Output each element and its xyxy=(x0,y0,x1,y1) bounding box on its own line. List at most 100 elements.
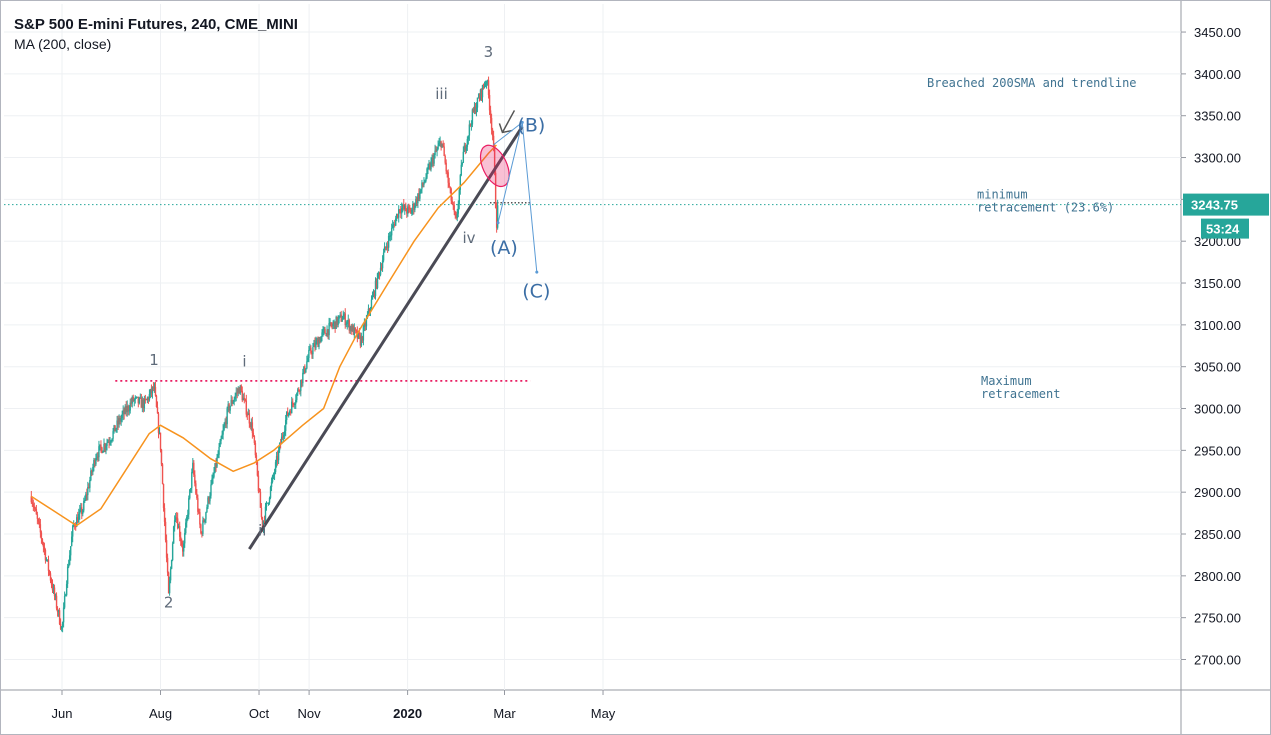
candle-body xyxy=(292,401,294,404)
chart-title: S&P 500 E-mini Futures, 240, CME_MINI xyxy=(14,16,298,33)
candle-body xyxy=(480,89,483,98)
candle-body xyxy=(181,541,183,546)
candle-body xyxy=(38,521,41,525)
candle-body xyxy=(456,213,458,219)
candle-body xyxy=(184,533,186,544)
candle-body xyxy=(163,507,166,522)
candle-body xyxy=(108,441,110,443)
candle-body xyxy=(152,386,155,389)
candle-body xyxy=(132,396,134,402)
candle-body xyxy=(329,322,331,324)
candle-body xyxy=(168,580,171,594)
wave-label: 2 xyxy=(164,594,174,612)
candle-body xyxy=(442,143,444,147)
y-tick-label: 2750.00 xyxy=(1194,611,1241,626)
x-tick-label: Mar xyxy=(493,706,516,721)
candle-body xyxy=(433,155,435,164)
candle-body xyxy=(202,520,204,534)
candle-body xyxy=(313,343,315,347)
y-tick-label: 2950.00 xyxy=(1194,443,1241,458)
y-tick-label: 3150.00 xyxy=(1194,276,1241,291)
candle-body xyxy=(484,83,487,87)
candle-body xyxy=(115,428,117,432)
candle-body xyxy=(471,109,474,125)
candle-body xyxy=(339,314,341,316)
candle-body xyxy=(197,498,199,512)
candle-body xyxy=(402,204,404,209)
candle-body xyxy=(237,388,239,393)
candle-body xyxy=(82,510,84,514)
candle-body xyxy=(42,543,45,547)
candle-body xyxy=(35,509,38,515)
candle-body xyxy=(159,432,162,450)
candle-body xyxy=(426,168,428,178)
candle-body xyxy=(478,97,481,99)
candle-body xyxy=(305,368,307,373)
candle-body xyxy=(379,267,382,275)
x-tick-label: Aug xyxy=(149,706,172,721)
candle-body xyxy=(238,388,240,394)
candle-body xyxy=(224,421,226,426)
candle-body xyxy=(378,272,381,275)
candle-body xyxy=(43,546,46,550)
candle-body xyxy=(221,434,223,439)
candle-body xyxy=(411,209,413,214)
candle-body xyxy=(414,205,416,210)
candle-body xyxy=(309,347,311,350)
candle-body xyxy=(403,204,405,210)
candle-body xyxy=(194,474,196,484)
candle-body xyxy=(348,320,350,331)
current-price-badge xyxy=(1183,193,1269,216)
candle-body xyxy=(410,209,412,214)
candle-body xyxy=(496,205,499,228)
candle-body xyxy=(268,497,271,503)
candle-body xyxy=(177,526,180,529)
candle-body xyxy=(94,460,96,465)
candle-body xyxy=(131,396,133,404)
candle-body xyxy=(196,493,198,499)
candle-body xyxy=(76,517,78,527)
candle-body xyxy=(368,308,371,311)
candle-body xyxy=(332,323,334,327)
candle-body xyxy=(386,246,389,248)
candle-body xyxy=(324,328,326,334)
candle-body xyxy=(171,543,174,561)
candle-body xyxy=(470,124,473,126)
candle-body xyxy=(208,497,210,502)
candle-body xyxy=(303,366,305,373)
candle-body xyxy=(457,204,459,214)
candle-body xyxy=(255,455,258,462)
candle-body xyxy=(270,481,273,488)
candle-body xyxy=(105,445,107,449)
candle-body xyxy=(374,280,377,296)
candle-body xyxy=(322,329,324,333)
candle-body xyxy=(121,414,123,419)
wave-label: ii xyxy=(258,522,266,540)
candle-body xyxy=(486,80,489,83)
candle-body xyxy=(30,496,33,503)
candle-body xyxy=(140,397,143,408)
candle-body xyxy=(468,124,471,136)
y-tick-label: 3100.00 xyxy=(1194,318,1241,333)
candle-body xyxy=(203,520,205,522)
chart-legend: S&P 500 E-mini Futures, 240, CME_MINI MA… xyxy=(14,16,298,52)
candle-body xyxy=(71,525,74,537)
candle-body xyxy=(346,322,348,324)
candle-body xyxy=(207,497,209,508)
candle-body xyxy=(295,399,297,404)
candle-body xyxy=(290,411,292,414)
candle-body xyxy=(160,449,163,465)
wave-label-C: (C) xyxy=(522,280,550,302)
candle-body xyxy=(273,471,276,475)
candle-body xyxy=(387,235,390,248)
candle-body xyxy=(466,138,469,147)
candle-body xyxy=(443,146,445,157)
projection-helper xyxy=(492,122,523,146)
candle-body xyxy=(236,392,238,394)
candle-body xyxy=(148,394,151,401)
candle-body xyxy=(429,165,431,170)
candle-body xyxy=(247,413,250,416)
candle-body xyxy=(293,403,295,406)
candle-body xyxy=(392,224,395,226)
